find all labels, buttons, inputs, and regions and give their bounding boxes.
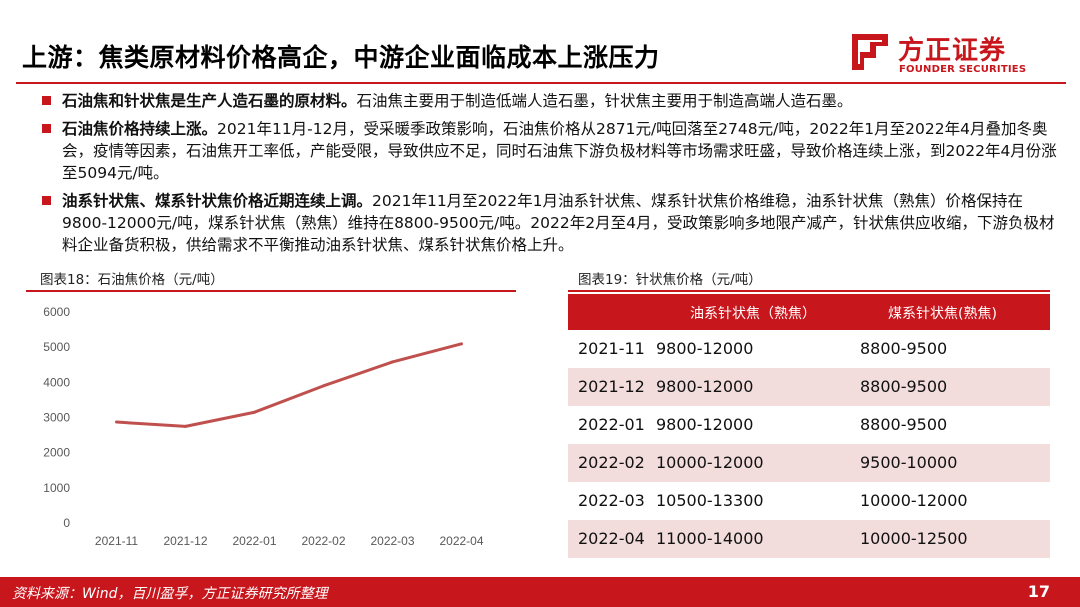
y-tick-label: 4000 — [43, 375, 70, 389]
table-header-coal: 煤系针状焦(熟焦) — [888, 306, 997, 322]
needle-coke-price-table: 油系针状焦（熟焦） 煤系针状焦(熟焦) 2021-11 9800-12000 8… — [568, 294, 1050, 558]
chart-caption: 图表18：石油焦价格（元/吨） — [40, 272, 224, 288]
data-point — [115, 420, 118, 424]
data-point — [184, 424, 187, 428]
table-cell-oil: 9800-12000 — [656, 377, 754, 396]
table-row: 2022-02 10000-12000 9500-10000 — [568, 444, 1050, 482]
bullet-square-icon — [42, 124, 51, 133]
data-point — [391, 360, 394, 364]
data-point — [322, 384, 325, 388]
table-cell-oil: 10000-12000 — [656, 453, 764, 472]
x-tick-label: 2022-01 — [232, 534, 276, 548]
table-header-row: 油系针状焦（熟焦） 煤系针状焦(熟焦) — [568, 294, 1050, 330]
table-cell-oil: 11000-14000 — [656, 529, 764, 548]
logo-text-en: FOUNDER SECURITIES — [899, 64, 1027, 75]
table-caption: 图表19：针状焦价格（元/吨） — [578, 272, 762, 288]
bullet-text: 2021年11月-12月，受采暖季政策影响，石油焦价格从2871元/吨回落至27… — [62, 120, 1057, 182]
founder-logo-icon — [852, 34, 888, 70]
table-cell-coal: 10000-12500 — [860, 529, 968, 548]
table-cell-date: 2021-12 — [578, 377, 645, 396]
bullet-square-icon — [42, 96, 51, 105]
page-title: 上游：焦类原材料价格高企，中游企业面临成本上涨压力 — [22, 43, 660, 72]
x-tick-label: 2021-11 — [95, 534, 138, 548]
table-cell-oil: 9800-12000 — [656, 415, 754, 434]
table-row: 2022-03 10500-13300 10000-12000 — [568, 482, 1050, 520]
bullet-list: 石油焦和针状焦是生产人造石墨的原材料。石油焦主要用于制造低端人造石墨，针状焦主要… — [42, 90, 1062, 262]
bullet-bold: 油系针状焦、煤系针状焦价格近期连续上调。 — [62, 192, 373, 210]
bullet-item: 石油焦和针状焦是生产人造石墨的原材料。石油焦主要用于制造低端人造石墨，针状焦主要… — [42, 90, 1062, 112]
bullet-square-icon — [42, 196, 51, 205]
price-line-chart: 0 1000 2000 3000 4000 5000 6000 2021-11 2021-12… — [43, 305, 484, 548]
bullet-text: 石油焦主要用于制造低端人造石墨，针状焦主要用于制造高端人造石墨。 — [356, 92, 853, 110]
x-tick-label: 2022-03 — [370, 534, 414, 548]
x-tick-label: 2021-12 — [163, 534, 207, 548]
chart-caption-rule — [26, 290, 516, 292]
table-cell-coal: 8800-9500 — [860, 339, 948, 358]
table-cell-date: 2022-03 — [578, 491, 645, 510]
table-cell-coal: 8800-9500 — [860, 415, 948, 434]
page-number: 17 — [1027, 582, 1050, 601]
data-point — [253, 410, 256, 414]
bullet-text: 2021年11月至2022年1月油系针状焦、煤系针状焦价格维稳，油系针状焦（熟焦… — [62, 192, 1055, 254]
footer-bar: 资料来源：Wind，百川盈孚，方正证券研究所整理 17 — [0, 577, 1080, 607]
company-logo: 方正证券 FOUNDER SECURITIES — [850, 28, 1040, 78]
table-cell-coal: 9500-10000 — [860, 453, 958, 472]
table-cell-oil: 9800-12000 — [656, 339, 754, 358]
table-caption-rule — [568, 290, 1050, 292]
x-tick-label: 2022-04 — [439, 534, 483, 548]
y-tick-label: 6000 — [43, 305, 70, 319]
table-cell-date: 2022-01 — [578, 415, 645, 434]
bullet-bold: 石油焦和针状焦是生产人造石墨的原材料。 — [62, 92, 357, 110]
table-row: 2021-11 9800-12000 8800-9500 — [568, 330, 1050, 368]
y-tick-label: 0 — [63, 516, 70, 530]
bullet-item: 油系针状焦、煤系针状焦价格近期连续上调。2021年11月至2022年1月油系针状… — [42, 190, 1062, 256]
x-tick-label: 2022-02 — [301, 534, 345, 548]
y-tick-label: 1000 — [43, 481, 70, 495]
table-cell-coal: 10000-12000 — [860, 491, 968, 510]
bullet-item: 石油焦价格持续上涨。2021年11月-12月，受采暖季政策影响，石油焦价格从28… — [42, 118, 1062, 184]
table-cell-date: 2022-02 — [578, 453, 645, 472]
table-row: 2022-04 11000-14000 10000-12500 — [568, 520, 1050, 558]
table-row: 2022-01 9800-12000 8800-9500 — [568, 406, 1050, 444]
footer-source: 资料来源：Wind，百川盈孚，方正证券研究所整理 — [12, 586, 328, 602]
table-cell-coal: 8800-9500 — [860, 377, 948, 396]
table-cell-oil: 10500-13300 — [656, 491, 764, 510]
table-cell-date: 2021-11 — [578, 339, 645, 358]
bullet-bold: 石油焦价格持续上涨。 — [62, 120, 218, 138]
y-tick-label: 2000 — [43, 446, 70, 460]
data-point — [460, 342, 463, 346]
table-cell-date: 2022-04 — [578, 529, 645, 548]
series-line — [116, 342, 462, 428]
logo-text-cn: 方正证券 — [898, 36, 1007, 66]
y-tick-label: 5000 — [43, 340, 70, 354]
table-header-oil: 油系针状焦（熟焦） — [690, 306, 816, 322]
y-tick-label: 3000 — [43, 411, 70, 425]
table-row: 2021-12 9800-12000 8800-9500 — [568, 368, 1050, 406]
title-divider — [16, 82, 1066, 84]
